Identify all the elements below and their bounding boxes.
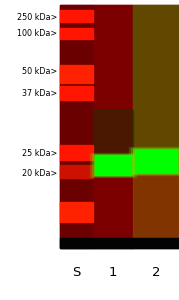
Bar [60,238,179,248]
Text: 100 kDa>: 100 kDa> [17,28,57,38]
Bar [90,153,136,177]
Bar [133,5,179,148]
Bar [133,149,179,173]
Bar [60,5,93,248]
Bar [129,147,179,175]
Text: S: S [72,266,80,280]
Bar [60,86,93,100]
Bar [131,148,179,174]
Text: 50 kDa>: 50 kDa> [22,68,57,76]
Text: 250 kDa>: 250 kDa> [17,14,57,22]
Bar [95,155,131,175]
Text: 25 kDa>: 25 kDa> [22,148,57,158]
Text: 2: 2 [152,266,160,280]
Bar [133,5,179,248]
Bar [93,110,133,155]
Bar [60,145,93,160]
Bar [60,28,93,39]
Bar [60,202,93,222]
Text: 20 kDa>: 20 kDa> [22,169,57,178]
Bar [60,165,93,178]
Bar [60,5,179,248]
Bar [60,65,93,83]
Bar [60,10,93,22]
Bar [92,154,134,176]
Bar [94,155,132,175]
Bar [93,5,133,248]
Text: 37 kDa>: 37 kDa> [22,88,57,98]
Text: 1: 1 [109,266,117,280]
Bar [135,150,177,172]
